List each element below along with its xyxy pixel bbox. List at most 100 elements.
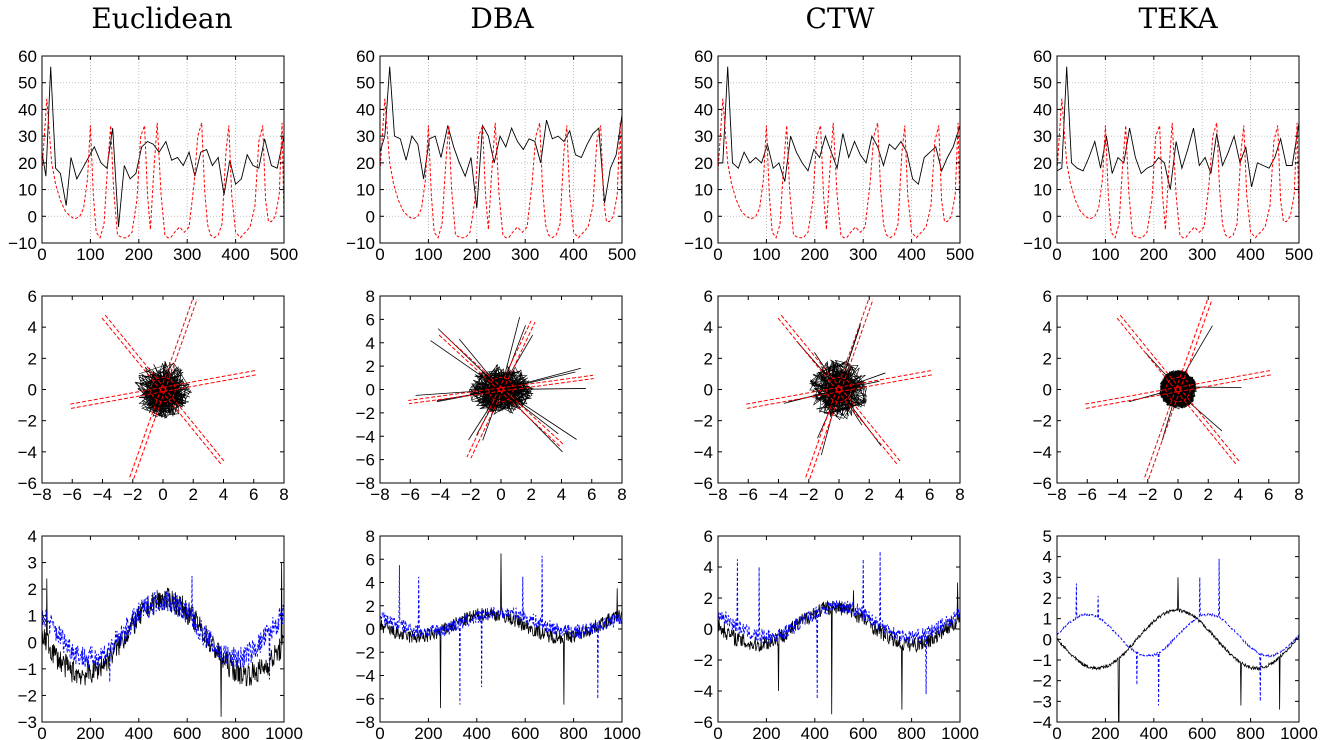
red-inner-ring <box>1165 376 1191 403</box>
y-tick-label: −4 <box>694 682 713 701</box>
y-tick-label: −6 <box>1033 474 1052 493</box>
x-tick-label: 8 <box>1294 485 1303 504</box>
x-tick-label: 500 <box>608 245 636 264</box>
black-arm <box>1128 391 1165 403</box>
x-tick-label: 0 <box>37 724 46 740</box>
y-tick-label: 0 <box>1043 630 1052 649</box>
red-star-arm <box>840 387 902 463</box>
black-arm <box>1182 325 1213 377</box>
black-noisy-series <box>42 562 284 717</box>
black-arm <box>838 372 886 390</box>
x-tick-label: 8 <box>617 485 626 504</box>
x-tick-label: 800 <box>221 724 249 740</box>
x-tick-label: 400 <box>221 245 249 264</box>
plot-area <box>42 66 284 239</box>
red-star-arm <box>1179 387 1241 463</box>
red-star-arm <box>132 390 166 482</box>
red-star-arm <box>1179 299 1213 391</box>
plot-area <box>1057 66 1299 239</box>
blue-noisy-series <box>1057 558 1299 706</box>
x-tick-label: 1000 <box>603 724 641 740</box>
x-tick-label: 6 <box>249 485 258 504</box>
y-tick-label: 30 <box>1033 127 1052 146</box>
y-tick-label: 8 <box>366 287 375 306</box>
red-star-arm <box>160 390 223 466</box>
y-tick-label: −8 <box>356 474 375 493</box>
red-star-arm <box>70 391 164 409</box>
red-star-arm <box>162 370 256 388</box>
red-star-arm <box>1147 390 1181 482</box>
x-tick-label: 600 <box>1188 724 1216 740</box>
x-tick-label: 800 <box>897 724 925 740</box>
y-tick-label: 8 <box>366 527 375 546</box>
x-tick-label: 6 <box>925 485 934 504</box>
y-tick-label: 10 <box>694 181 713 200</box>
y-tick-label: 0 <box>366 207 375 226</box>
y-tick-label: −4 <box>356 427 375 446</box>
x-tick-label: 2 <box>865 485 874 504</box>
black-arm <box>814 352 840 390</box>
y-tick-label: −2 <box>1033 412 1052 431</box>
red-star-arm <box>1118 313 1181 389</box>
y-tick-label: 5 <box>1043 527 1052 546</box>
y-tick-label: −2 <box>694 412 713 431</box>
x-tick-label: −2 <box>1138 485 1157 504</box>
x-tick-label: 6 <box>587 485 596 504</box>
y-tick-label: −10 <box>346 234 375 253</box>
y-tick-label: 0 <box>28 633 37 652</box>
y-tick-label: −10 <box>684 234 713 253</box>
y-tick-label: 3 <box>28 554 37 573</box>
y-tick-label: 6 <box>366 550 375 569</box>
black-arm <box>482 389 502 441</box>
x-tick-label: 0 <box>834 485 843 504</box>
x-tick-label: 0 <box>1173 485 1182 504</box>
black-arm <box>500 325 526 390</box>
x-tick-label: 2 <box>189 485 198 504</box>
plot-area <box>380 66 622 239</box>
x-tick-label: −4 <box>769 485 788 504</box>
red-star-arm <box>442 332 503 389</box>
y-tick-label: 2 <box>704 589 713 608</box>
red-star-arm <box>840 299 874 391</box>
plot-area <box>718 551 960 715</box>
x-tick-label: 0 <box>1052 245 1061 264</box>
y-tick-label: 2 <box>366 357 375 376</box>
black-arm <box>500 389 577 440</box>
x-tick-label: 200 <box>463 245 491 264</box>
x-tick-label: 8 <box>279 485 288 504</box>
x-tick-label: 400 <box>1140 724 1168 740</box>
y-tick-label: 20 <box>356 154 375 173</box>
y-tick-label: −1 <box>18 660 37 679</box>
red-series-line <box>42 98 284 239</box>
y-tick-label: −4 <box>356 667 375 686</box>
x-tick-label: 0 <box>1052 724 1061 740</box>
blue-noisy-series <box>42 575 284 683</box>
red-star-arm <box>776 316 838 392</box>
red-series-line <box>718 98 960 239</box>
black-arm <box>458 338 502 390</box>
y-tick-label: 0 <box>366 381 375 400</box>
y-tick-label: −4 <box>18 443 37 462</box>
x-tick-label: 200 <box>801 245 829 264</box>
red-star-arm <box>438 334 500 391</box>
y-tick-label: 4 <box>28 527 37 546</box>
blue-noisy-series <box>380 555 622 705</box>
y-tick-label: 40 <box>18 100 37 119</box>
x-tick-label: 800 <box>1236 724 1264 740</box>
y-tick-label: 30 <box>18 127 37 146</box>
x-tick-label: 400 <box>125 724 153 740</box>
plot-area <box>718 66 960 239</box>
y-tick-label: 2 <box>366 597 375 616</box>
y-tick-label: 10 <box>18 181 37 200</box>
plot-area <box>42 562 284 717</box>
x-tick-label: 6 <box>1264 485 1273 504</box>
red-star-arm <box>160 297 194 389</box>
black-arm <box>1145 352 1170 380</box>
black-noisy-series <box>1057 577 1299 722</box>
red-star-arm <box>100 316 162 392</box>
y-tick-label: 6 <box>28 287 37 306</box>
x-tick-label: 1000 <box>1280 724 1318 740</box>
black-arm <box>1161 402 1174 441</box>
